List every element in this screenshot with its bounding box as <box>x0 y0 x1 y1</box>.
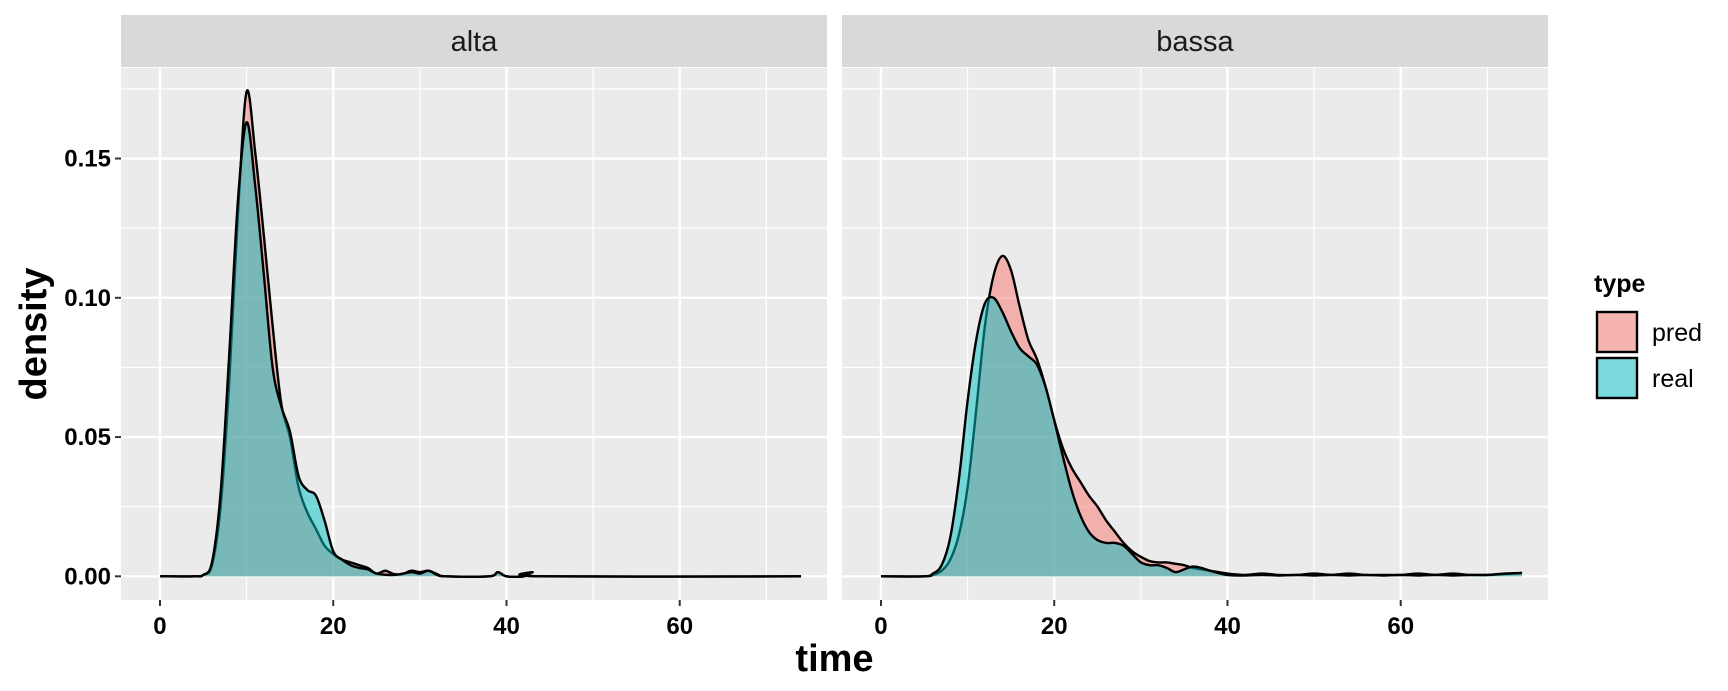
density-area-real <box>880 297 1523 577</box>
panel-background <box>842 68 1548 600</box>
density-line-real <box>159 121 802 579</box>
facet-strip-label: alta <box>451 26 499 58</box>
legend-title: type <box>1594 270 1646 298</box>
y-tick-label: 0.00 <box>64 563 111 590</box>
facet-bassa: bassa <box>842 15 1548 600</box>
x-tick-label: 60 <box>1387 613 1414 640</box>
legend-entries: pred real <box>1595 310 1702 400</box>
legend-entry-real: real <box>1595 356 1694 400</box>
facet-strip-label: bassa <box>1156 26 1234 58</box>
legend-entry-pred: pred <box>1595 310 1702 354</box>
x-tick-label: 20 <box>320 613 347 640</box>
legend-label-real: real <box>1652 365 1694 393</box>
y-axis-title: density <box>13 267 55 400</box>
x-tick-label: 40 <box>493 613 520 640</box>
facet-strip <box>842 15 1548 67</box>
density-area-real <box>159 122 802 577</box>
legend-key-real <box>1595 356 1639 400</box>
x-axes: 0 20 40 60 0 20 40 60 <box>153 600 1414 640</box>
y-tick-label: 0.10 <box>64 285 111 312</box>
x-tick-label: 40 <box>1214 613 1241 640</box>
legend: type pred real <box>1594 270 1702 400</box>
x-tick-label: 20 <box>1041 613 1068 640</box>
facet-strip <box>121 15 827 67</box>
x-tick-label: 60 <box>666 613 693 640</box>
x-axis-title: time <box>795 638 873 680</box>
y-axis: 0.00 0.05 0.10 0.15 <box>64 146 121 590</box>
facet-alta: alta <box>121 15 827 600</box>
x-tick-label: 0 <box>153 613 166 640</box>
x-tick-label: 0 <box>874 613 887 640</box>
y-tick-label: 0.15 <box>64 146 111 173</box>
y-tick-label: 0.05 <box>64 424 111 451</box>
legend-key-pred <box>1595 310 1639 354</box>
density-line-real <box>880 295 1523 578</box>
legend-label-pred: pred <box>1652 319 1702 347</box>
facet-panels: alta bassa <box>121 15 1548 600</box>
